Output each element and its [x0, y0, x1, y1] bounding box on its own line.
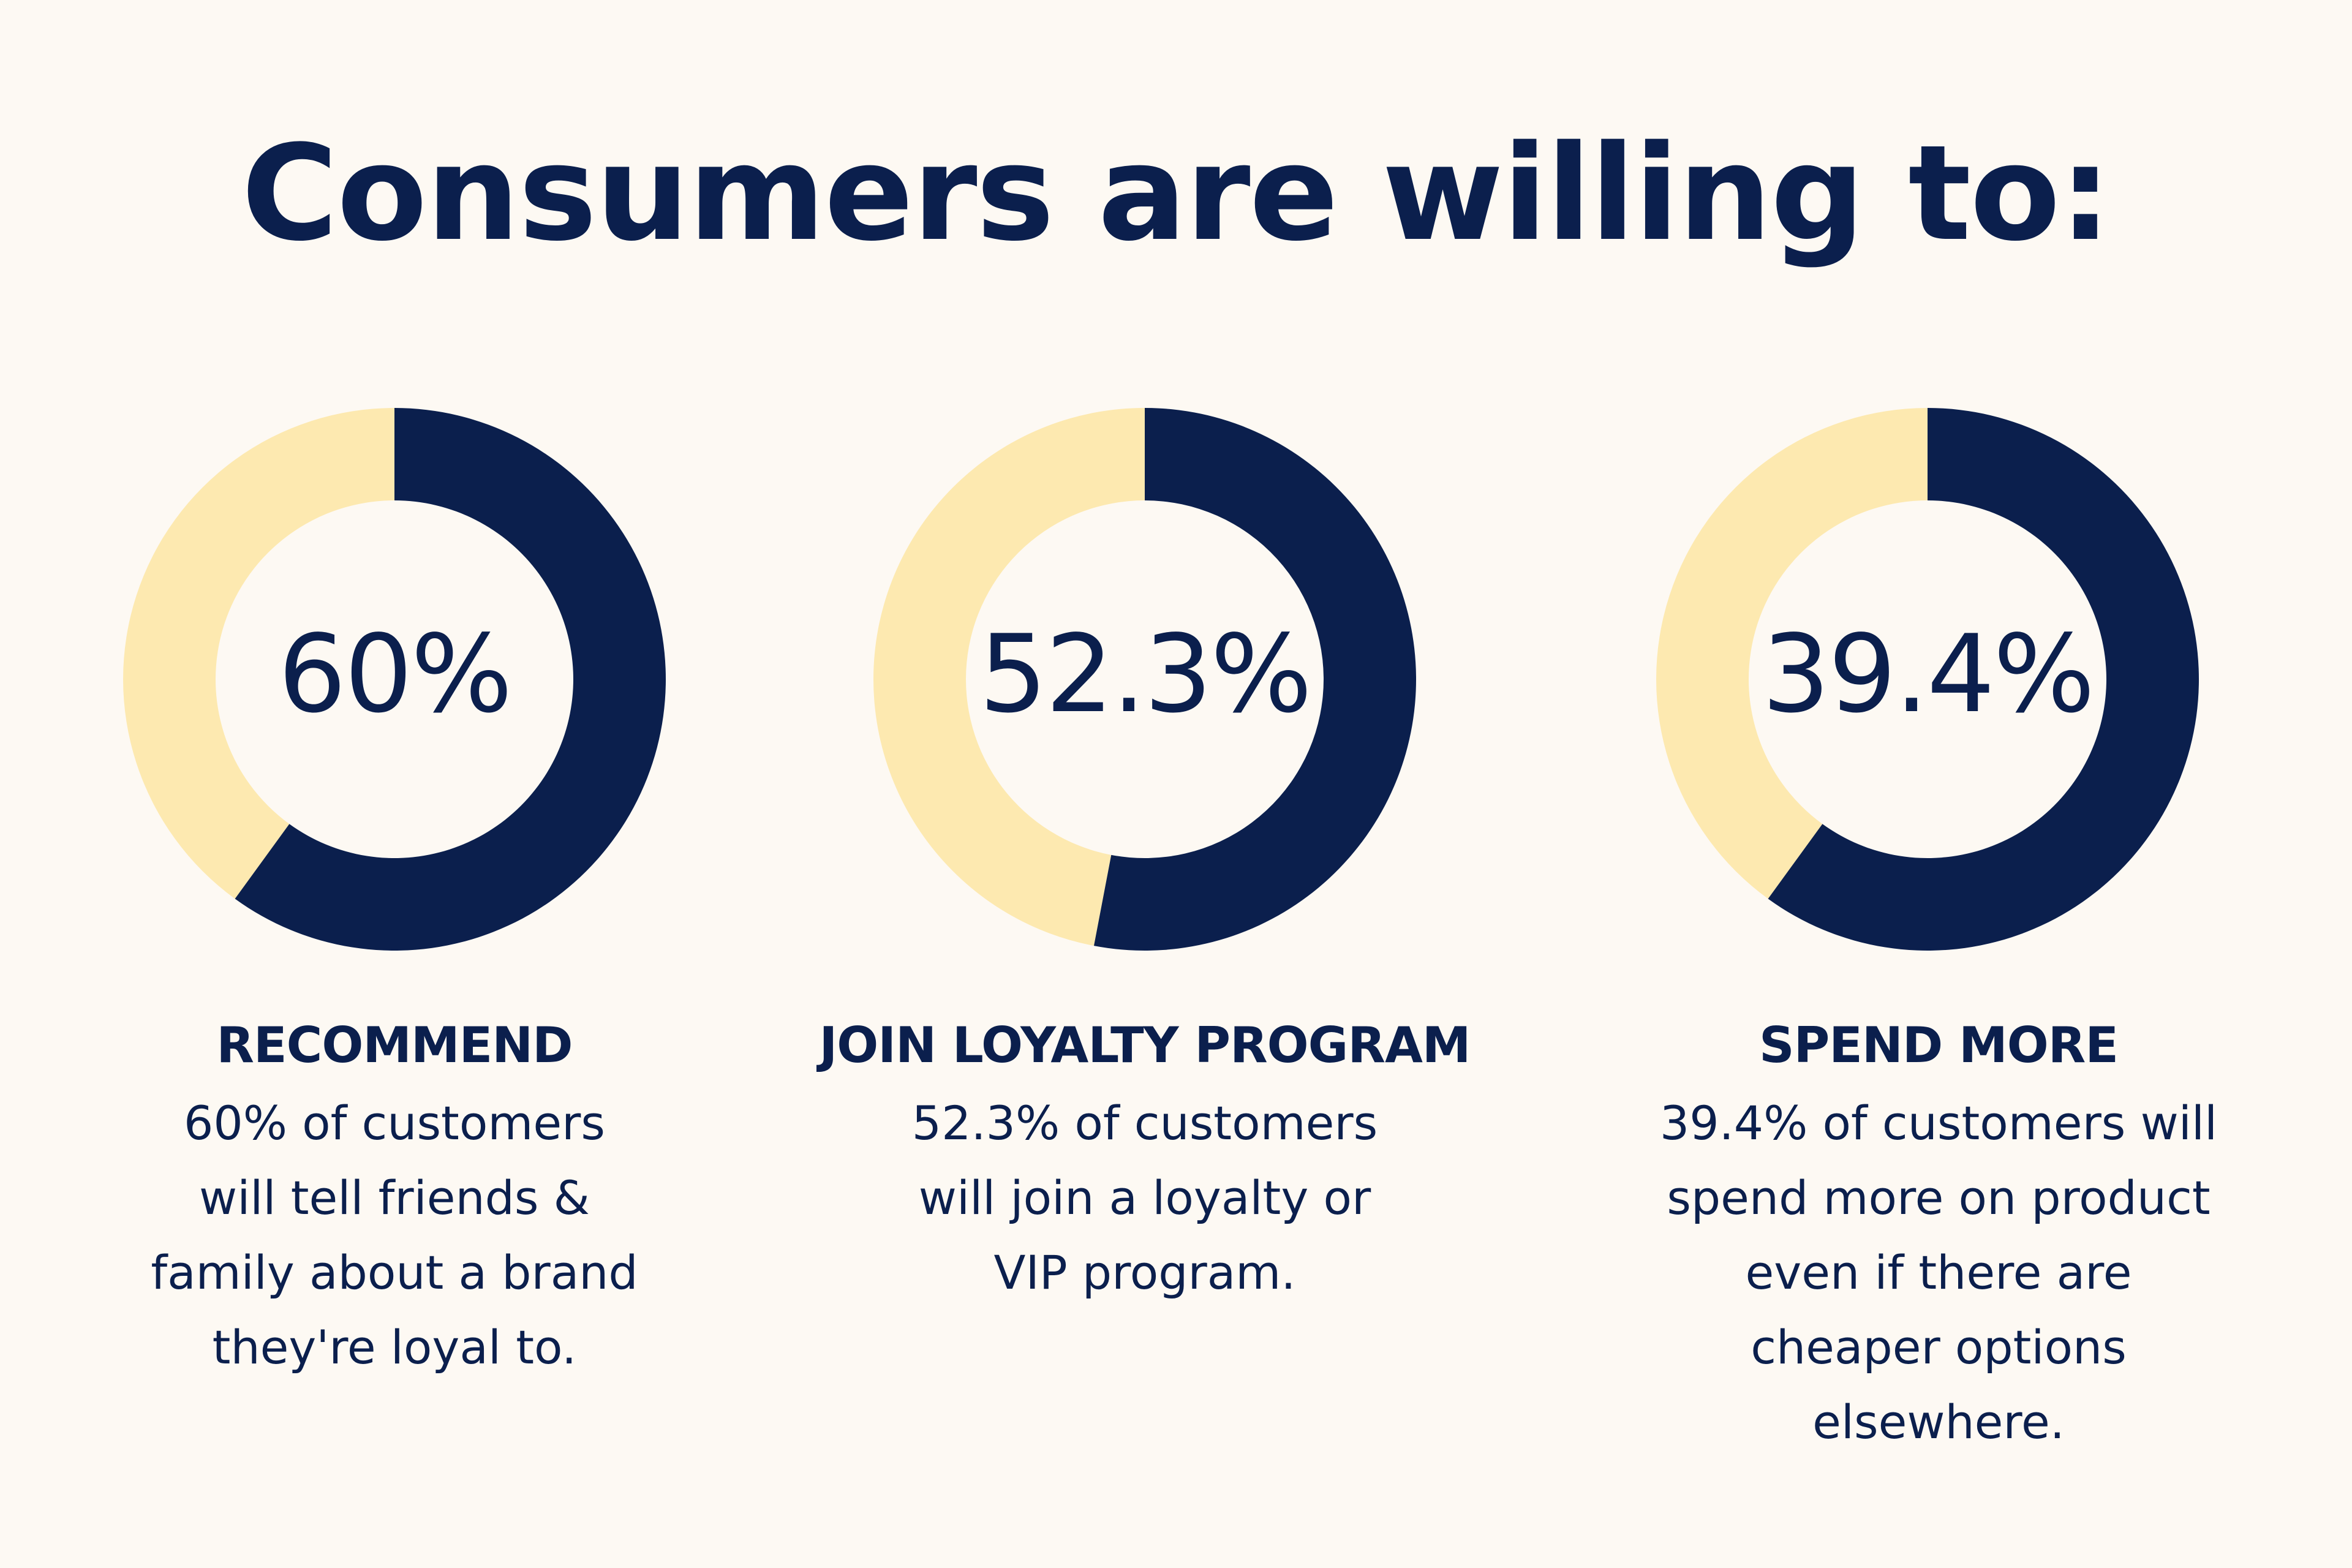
stat-loyalty: JOIN LOYALTY PROGRAM 52.3% of customers …: [793, 1017, 1497, 1310]
donut-value-loyalty: 52.3%: [979, 612, 1313, 737]
donut-remaining-segment: [123, 408, 394, 899]
stat-label: RECOMMEND: [216, 1017, 573, 1074]
donut-remaining-segment: [873, 408, 1145, 946]
stat-description: 60% of customers will tell friends & fam…: [151, 1096, 638, 1374]
donut-remaining-segment: [1656, 408, 1928, 899]
stat-description: 52.3% of customers will join a loyalty o…: [911, 1096, 1378, 1300]
donut-value-recommend: 60%: [278, 612, 513, 737]
donut-filled-segment: [1093, 408, 1416, 951]
stat-label: JOIN LOYALTY PROGRAM: [819, 1017, 1471, 1074]
donut-filled-segment: [235, 408, 666, 951]
stat-spend: SPEND MORE 39.4% of customers will spend…: [1586, 1017, 2291, 1460]
donut-filled-segment: [1768, 408, 2199, 951]
donut-value-spend: 39.4%: [1762, 612, 2095, 737]
stat-description: 39.4% of customers will spend more on pr…: [1659, 1096, 2218, 1449]
stat-recommend: RECOMMEND 60% of customers will tell fri…: [42, 1017, 747, 1385]
stat-label: SPEND MORE: [1759, 1017, 2119, 1074]
page-title: Consumers are willing to:: [241, 116, 2112, 270]
